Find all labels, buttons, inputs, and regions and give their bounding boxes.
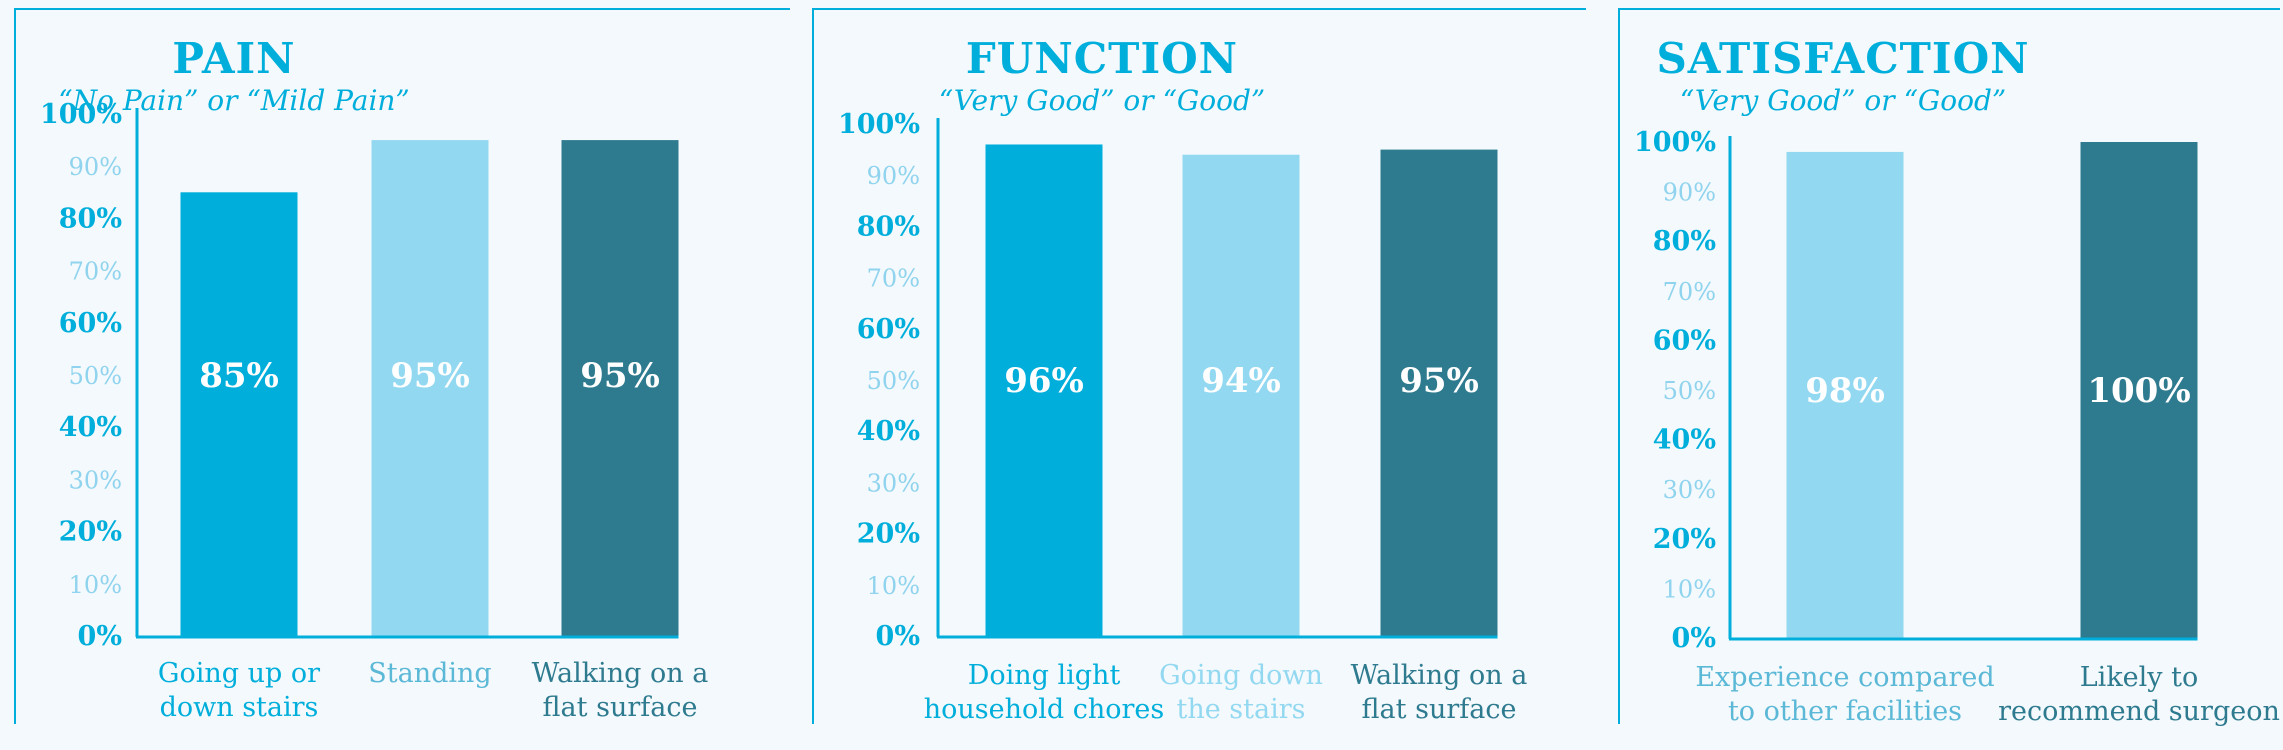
- y-tick-label: 20%: [59, 517, 122, 548]
- bar-data-label: 96%: [1004, 361, 1084, 401]
- y-tick-label: 0%: [1672, 623, 1716, 654]
- y-tick-label: 100%: [40, 99, 122, 130]
- panel-subtitle: “Very Good” or “Good”: [1679, 84, 2007, 117]
- y-tick-label: 80%: [1653, 226, 1716, 257]
- y-tick-label: 80%: [857, 211, 920, 242]
- function-chart: 0% 10% 20% 30% 40% 50% 60% 70% 80% 90% 100% 96% Doin…: [838, 109, 1528, 725]
- bar: [180, 192, 298, 637]
- bar: [985, 144, 1103, 637]
- category-label: Doing light household chores: [924, 660, 1165, 725]
- category-label: Experience compared to other facilities: [1695, 662, 1994, 727]
- bar: [1786, 151, 1904, 639]
- category-label: Walking on a flat surface: [1351, 660, 1528, 725]
- function-panel: FUNCTION “Very Good” or “Good” 0% 10% 20% 3…: [812, 8, 1586, 725]
- panel-top-rule: [812, 8, 1586, 10]
- bar-data-label: 95%: [1399, 361, 1479, 401]
- category-label: Likely to recommend surgeon: [1998, 662, 2280, 727]
- y-tick-label: 90%: [1663, 179, 1716, 207]
- category-label: Walking on a flat surface: [532, 658, 709, 723]
- y-tick-label: 0%: [78, 621, 122, 652]
- panel-top-rule: [1618, 8, 2280, 10]
- panel-left-rule: [1618, 8, 1620, 724]
- panel-subtitle: “No Pain” or “Mild Pain”: [58, 84, 410, 117]
- panel-top-rule: [14, 8, 790, 10]
- panel-subtitle: “Very Good” or “Good”: [938, 84, 1266, 117]
- y-tick-label: 40%: [857, 416, 920, 447]
- category-label: Standing: [368, 658, 491, 689]
- panel-title: FUNCTION: [965, 34, 1239, 83]
- y-tick-label: 100%: [1634, 127, 1716, 158]
- bar-data-label: 100%: [2087, 371, 2190, 411]
- y-tick-label: 60%: [857, 314, 920, 345]
- y-tick-label: 60%: [1653, 325, 1716, 356]
- y-tick-label: 70%: [1663, 278, 1716, 306]
- panel-title: PAIN: [172, 34, 296, 83]
- bar-data-label: 94%: [1201, 361, 1281, 401]
- y-tick-label: 30%: [69, 466, 122, 494]
- satisfaction-panel: SATISFACTION “Very Good” or “Good” 0% 10%…: [1618, 8, 2280, 727]
- y-tick-label: 10%: [69, 571, 122, 599]
- bar: [371, 140, 489, 636]
- bar-data-label: 98%: [1805, 371, 1885, 411]
- y-tick-label: 70%: [867, 265, 920, 293]
- panel-title: SATISFACTION: [1656, 34, 2030, 83]
- bar: [1182, 154, 1300, 636]
- bar-data-label: 85%: [199, 356, 279, 396]
- y-tick-label: 30%: [867, 469, 920, 497]
- satisfaction-chart: 0% 10% 20% 30% 40% 50% 60% 70% 80% 90% 100% 98% Expe…: [1634, 127, 2280, 727]
- y-tick-label: 20%: [1653, 524, 1716, 555]
- panel-left-rule: [14, 8, 16, 724]
- y-tick-label: 70%: [69, 258, 122, 286]
- bar: [561, 140, 679, 636]
- category-label: Going up or down stairs: [158, 658, 320, 723]
- pain-panel: PAIN “No Pain” or “Mild Pain” 0% 10% 20% 30…: [14, 8, 790, 724]
- y-tick-label: 40%: [1653, 425, 1716, 456]
- bar-data-label: 95%: [580, 356, 660, 396]
- y-tick-label: 10%: [1663, 575, 1716, 603]
- bar-data-label: 95%: [390, 356, 470, 396]
- y-tick-label: 60%: [59, 308, 122, 339]
- y-tick-label: 50%: [1663, 377, 1716, 405]
- y-tick-label: 10%: [867, 572, 920, 600]
- bar: [2080, 142, 2198, 638]
- y-tick-label: 50%: [69, 362, 122, 390]
- y-tick-label: 90%: [69, 153, 122, 181]
- y-tick-label: 30%: [1663, 476, 1716, 504]
- y-tick-label: 50%: [867, 367, 920, 395]
- y-tick-label: 80%: [59, 203, 122, 234]
- y-tick-label: 40%: [59, 412, 122, 443]
- y-tick-label: 0%: [876, 621, 920, 652]
- bar: [1380, 149, 1498, 636]
- y-tick-label: 90%: [867, 162, 920, 190]
- category-label: Going down the stairs: [1159, 660, 1323, 725]
- y-tick-label: 100%: [838, 109, 920, 140]
- panel-left-rule: [812, 8, 814, 724]
- pain-chart: 0% 10% 20% 30% 40% 50% 60% 70% 80% 90% 100% 85% Goin…: [40, 99, 709, 723]
- y-tick-label: 20%: [857, 519, 920, 550]
